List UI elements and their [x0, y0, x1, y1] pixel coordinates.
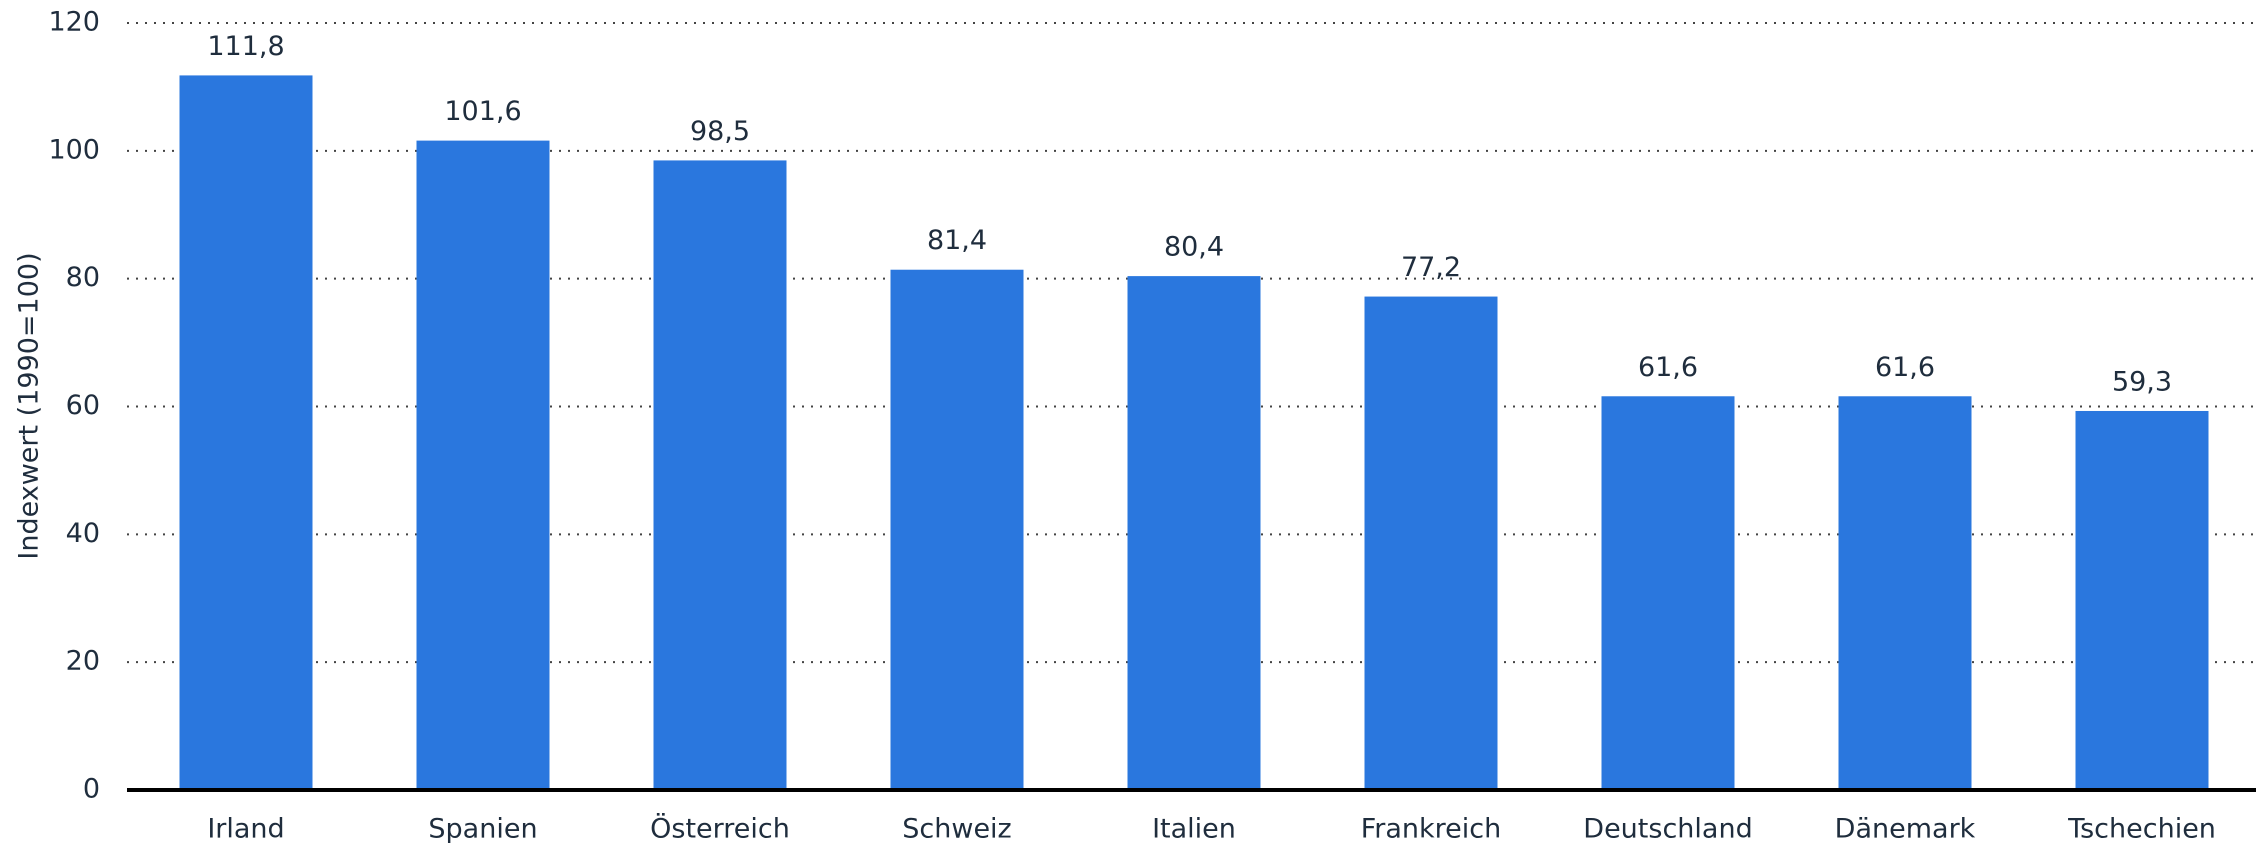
- x-tick-label: Deutschland: [1583, 814, 1752, 845]
- y-tick-label: 20: [66, 646, 100, 677]
- y-tick-label: 60: [66, 390, 100, 421]
- x-tick-label: Italien: [1152, 814, 1236, 845]
- x-tick-label: Spanien: [428, 814, 537, 845]
- data-label: 81,4: [927, 225, 987, 256]
- bar: [890, 269, 1024, 790]
- y-tick-label: 0: [83, 774, 100, 805]
- bar: [1838, 396, 1972, 790]
- data-label: 98,5: [690, 116, 750, 147]
- bar: [2075, 410, 2209, 790]
- bar: [1127, 276, 1261, 790]
- data-label: 59,3: [2112, 366, 2172, 397]
- bar: [179, 75, 313, 790]
- data-label: 111,8: [207, 31, 284, 62]
- bar: [1364, 296, 1498, 790]
- x-tick-label: Österreich: [650, 813, 790, 845]
- data-label: 61,6: [1638, 352, 1698, 383]
- bar: [653, 160, 787, 790]
- data-label: 77,2: [1401, 252, 1461, 283]
- y-axis-label: Indexwert (1990=100): [14, 252, 45, 559]
- bar: [1601, 396, 1735, 790]
- x-tick-label: Tschechien: [2067, 814, 2216, 845]
- y-tick-label: 40: [66, 518, 100, 549]
- data-label: 80,4: [1164, 232, 1224, 263]
- x-tick-label: Frankreich: [1361, 814, 1502, 845]
- bar: [416, 140, 550, 790]
- data-label: 61,6: [1875, 352, 1935, 383]
- x-tick-label: Schweiz: [902, 814, 1011, 845]
- x-tick-label: Irland: [207, 814, 284, 845]
- data-label: 101,6: [444, 96, 521, 127]
- y-tick-label: 80: [66, 262, 100, 293]
- y-tick-label: 100: [48, 134, 100, 165]
- y-tick-label: 120: [48, 7, 100, 38]
- x-tick-label: Dänemark: [1835, 814, 1976, 845]
